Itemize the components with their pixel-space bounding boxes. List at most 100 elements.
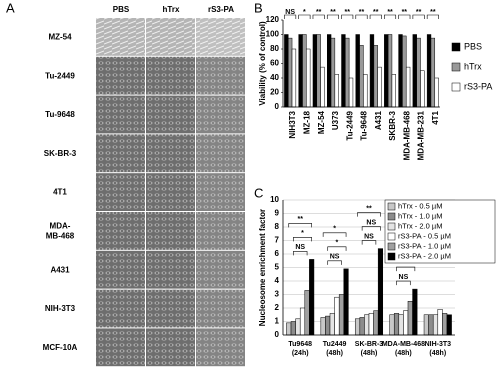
bar [403, 310, 409, 336]
y-tick-label: 60 [270, 59, 279, 68]
x-tick-label: MDA-MB-468 [402, 110, 411, 160]
bar [348, 77, 354, 108]
significance-bracket [284, 14, 297, 19]
micrograph [196, 250, 245, 289]
x-tick-label: 4T1 [431, 110, 440, 124]
significance-label: * [301, 230, 304, 237]
y-tick-label: 80 [270, 44, 279, 53]
significance-label: * [333, 226, 336, 233]
row-label: MB-468 [46, 232, 75, 241]
significance-label: ** [297, 216, 303, 223]
micrograph [146, 328, 195, 367]
x-tick-label: (48h) [361, 350, 378, 357]
significance-label: ** [373, 9, 379, 16]
micrograph [96, 250, 145, 289]
x-tick-label: SK-BR-3 [355, 341, 383, 348]
bar [369, 34, 375, 108]
legend-label: rS3-PA - 0.5 µM [398, 231, 451, 240]
bar [330, 37, 336, 108]
micrograph [146, 18, 195, 56]
row-label: MCF-10A [43, 343, 78, 352]
x-tick-label: (48h) [429, 350, 446, 357]
legend-swatch [387, 232, 396, 241]
column-header: hTrx [163, 5, 180, 14]
x-tick-label: MDA-MB-468 [382, 341, 425, 348]
significance-label: ** [316, 9, 322, 16]
bar [363, 74, 368, 108]
column-header: PBS [113, 5, 130, 14]
bar [387, 34, 393, 108]
legend-label: rS3-PA - 1.0 µM [398, 241, 451, 250]
bar [373, 310, 379, 336]
micrograph [146, 134, 195, 173]
significance-label: * [336, 240, 339, 247]
micrograph [96, 95, 145, 134]
bar [334, 74, 339, 108]
micrograph [96, 134, 145, 173]
legend-swatch [387, 202, 396, 211]
bar [345, 37, 350, 108]
significance-bracket [426, 14, 439, 19]
significance-label: NS [295, 244, 305, 251]
significance-label: ** [416, 9, 422, 16]
significance-bracket [361, 240, 377, 245]
bar [354, 318, 361, 336]
bar [368, 313, 374, 336]
micrograph [196, 173, 245, 211]
bar [434, 77, 439, 108]
legend-swatch [387, 222, 396, 231]
bar [338, 294, 345, 336]
bar [442, 313, 448, 336]
column-header: rS3-PA [208, 5, 234, 14]
significance-bracket [326, 14, 339, 19]
micrograph [196, 18, 245, 56]
legend-swatch [387, 212, 396, 221]
bar [384, 34, 389, 108]
bar [377, 66, 382, 108]
significance-bracket [396, 266, 416, 272]
bar [393, 313, 400, 336]
bar [402, 35, 407, 108]
x-tick-label: A431 [374, 110, 383, 130]
bar [325, 315, 331, 336]
y-tick-label: 20 [270, 88, 279, 97]
micrograph [146, 56, 195, 95]
y-tick-label: 10 [270, 195, 279, 204]
micrograph [96, 289, 145, 328]
row-label: 4T1 [53, 188, 67, 197]
bar [416, 37, 421, 108]
significance-label: NS [330, 254, 340, 261]
bar [391, 74, 397, 108]
bar [407, 301, 413, 336]
micrograph [146, 173, 195, 211]
micrograph [196, 56, 245, 95]
legend-swatch [451, 82, 461, 92]
bar [298, 34, 303, 108]
bar [329, 313, 335, 336]
row-label: MZ-54 [48, 33, 72, 42]
significance-bracket [384, 14, 397, 19]
significance-bracket [357, 212, 381, 217]
bar [405, 66, 411, 108]
y-tick-label: 0 [275, 330, 280, 339]
legend-box [384, 199, 496, 264]
y-tick-label: 6 [275, 249, 280, 258]
legend-swatch [451, 42, 461, 52]
legend-swatch [387, 252, 396, 261]
micrograph [146, 250, 195, 289]
legend-swatch [451, 62, 461, 72]
legend-label: hTrx - 2.0 µM [398, 221, 442, 230]
bar [398, 34, 403, 108]
bar [302, 34, 307, 108]
significance-label: ** [330, 9, 336, 16]
significance-bracket [327, 260, 342, 265]
significance-label: ** [366, 205, 372, 212]
micrograph [96, 328, 145, 367]
bar [291, 48, 297, 108]
significance-label: NS [285, 9, 295, 16]
y-tick-label: 7 [275, 236, 280, 245]
significance-label: ** [402, 9, 408, 16]
significance-label: ** [345, 9, 351, 16]
significance-label: ** [387, 9, 393, 16]
